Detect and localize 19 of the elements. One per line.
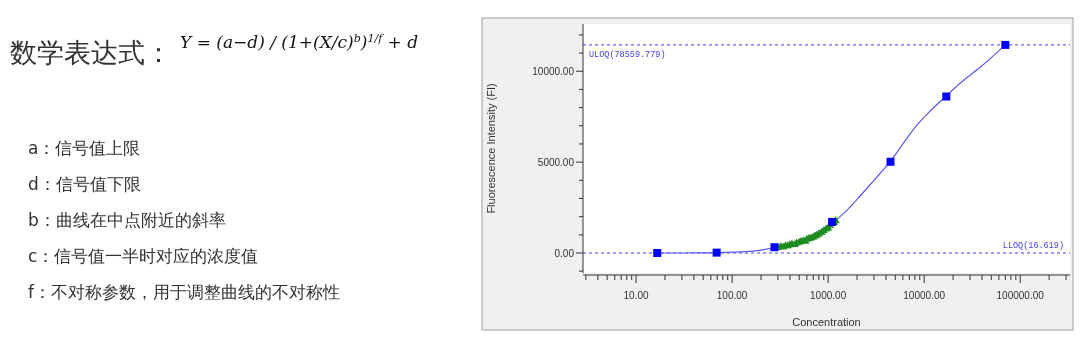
y-tick-label: 10000.00 <box>532 66 575 78</box>
x-tick-label: 100.00 <box>716 290 748 301</box>
ref-line-label: LLOQ(16.619) <box>1002 241 1064 252</box>
text: a：信号值上限 <box>28 138 141 158</box>
text: Y = (a−d) / (1+(X/c)$^{b}$)$^{1/f}$ + d <box>180 31 419 52</box>
text: b：曲线在中点附近的斜率 <box>28 210 226 230</box>
y-tick-label: 5000.00 <box>537 157 575 169</box>
text: 数学表达式： <box>10 37 172 68</box>
y-tick-label: 0.00 <box>554 248 575 260</box>
text: f：不对称参数，用于调整曲线的不对称性 <box>28 282 340 302</box>
x-tick-label: 100000.00 <box>996 290 1045 301</box>
x-tick-label: 10000.00 <box>903 290 946 301</box>
text: d：信号值下限 <box>28 174 141 194</box>
x-axis-title: Concentration <box>792 316 861 328</box>
y-axis-title: Fluorescence Intensity (FI) <box>485 83 497 214</box>
ref-line-label: ULOQ(78559.779) <box>589 49 666 60</box>
x-tick-label: 1000.00 <box>810 290 847 301</box>
x-tick-label: 10.00 <box>623 290 650 301</box>
text: c：信号值一半时对应的浓度值 <box>28 246 259 266</box>
